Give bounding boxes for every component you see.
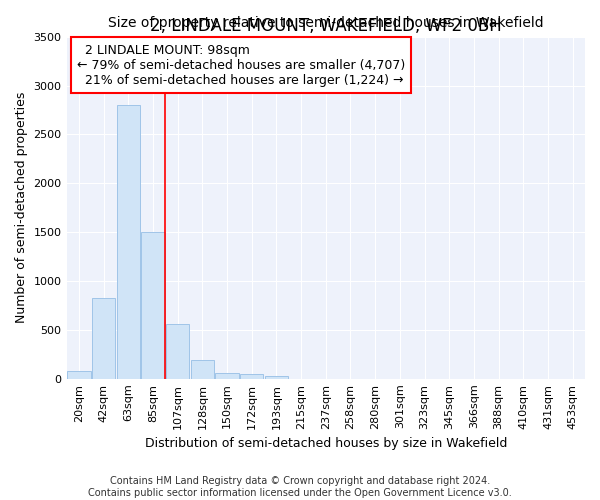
Bar [67, 372, 91, 379]
Y-axis label: Number of semi-detached properties: Number of semi-detached properties [15, 92, 28, 324]
Bar [141, 232, 164, 379]
X-axis label: Distribution of semi-detached houses by size in Wakefield: Distribution of semi-detached houses by … [145, 437, 507, 450]
Text: Size of property relative to semi-detached houses in Wakefield: Size of property relative to semi-detach… [108, 16, 544, 30]
Bar [215, 373, 239, 379]
Bar [191, 360, 214, 379]
Text: Contains HM Land Registry data © Crown copyright and database right 2024.
Contai: Contains HM Land Registry data © Crown c… [88, 476, 512, 498]
Title: 2, LINDALE MOUNT, WAKEFIELD, WF2 0BH: 2, LINDALE MOUNT, WAKEFIELD, WF2 0BH [150, 17, 502, 35]
Text: 2 LINDALE MOUNT: 98sqm  
← 79% of semi-detached houses are smaller (4,707)
  21%: 2 LINDALE MOUNT: 98sqm ← 79% of semi-det… [77, 44, 405, 86]
Bar [116, 105, 140, 379]
Bar [166, 324, 190, 379]
Bar [265, 376, 288, 379]
Bar [92, 298, 115, 379]
Bar [240, 374, 263, 379]
